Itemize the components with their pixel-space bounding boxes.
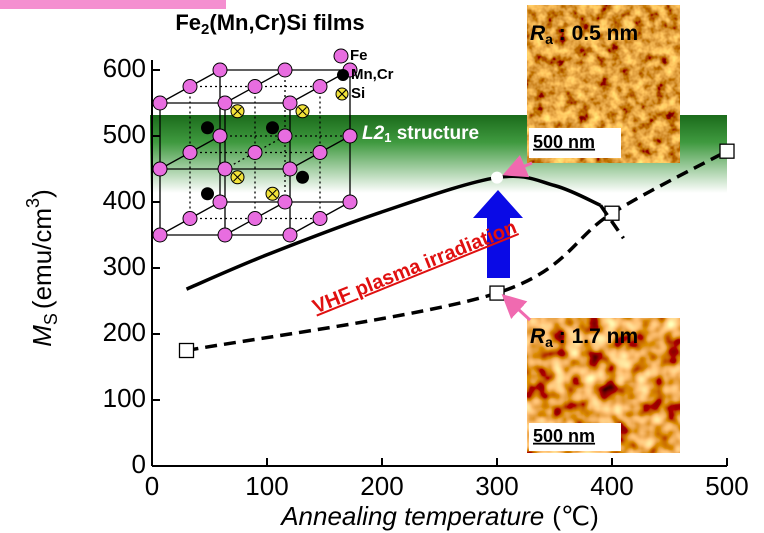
atom-fe (248, 80, 262, 94)
title-part: Fe (175, 10, 201, 35)
top-bar (0, 0, 226, 9)
atom-fe (218, 162, 232, 176)
atom-fe (313, 212, 327, 226)
atom-fe (343, 195, 357, 209)
y-tick-label: 400 (103, 185, 146, 215)
label-sub: S (41, 313, 61, 325)
atom-fe (213, 195, 227, 209)
x-tick-label: 200 (360, 471, 403, 501)
atom-fe (278, 195, 292, 209)
atom-mn (201, 187, 214, 200)
label-sup: 3 (23, 198, 43, 208)
structure-part: structure (391, 123, 479, 144)
label-part: ) (27, 189, 57, 198)
x-tick-label: 300 (475, 471, 518, 501)
pointer (506, 298, 530, 320)
x-axis-label: Annealing temperature (℃) (279, 501, 599, 531)
y-tick-label: 300 (103, 251, 146, 281)
x-tick-label: 100 (245, 471, 288, 501)
y-tick-label: 500 (103, 119, 146, 149)
structure-label: L21 structure (362, 123, 479, 145)
label-part: R (530, 325, 546, 348)
lattice (153, 63, 357, 242)
marker (180, 344, 194, 358)
title-part: (Mn,Cr)Si films (209, 10, 364, 35)
marker (491, 172, 503, 184)
legend-label: Si (351, 85, 365, 102)
title-sub: 2 (201, 21, 209, 38)
legend-label: Fe (350, 47, 368, 64)
y-tick-label: 100 (103, 383, 146, 413)
label-part: (emu/cm (27, 208, 57, 309)
structure-part: L2 (362, 123, 385, 144)
atom-fe (218, 228, 232, 242)
atom-mn (201, 121, 214, 134)
chart-title: Fe2(Mn,Cr)Si films (175, 10, 364, 38)
label-sub: a (545, 31, 553, 47)
marker (720, 144, 734, 158)
atom-fe (213, 129, 227, 143)
x-tick-label: 500 (705, 471, 748, 501)
atom-fe (153, 162, 167, 176)
y-axis-label: MS (emu/cm3) (23, 189, 61, 347)
atom-fe (343, 129, 357, 143)
atom-fe (313, 80, 327, 94)
legend-fe (334, 49, 348, 63)
label-part: : 0.5 nm (553, 22, 638, 45)
atom-fe (153, 228, 167, 242)
atom-fe (248, 212, 262, 226)
atom-mn (296, 171, 309, 184)
label-part: (℃) (552, 501, 599, 531)
x-tick-label: 400 (590, 471, 633, 501)
label-part: R (530, 22, 546, 45)
atom-mn (266, 121, 279, 134)
chart: 01002003004005006000100200300400500 Fe2(… (0, 0, 764, 533)
legend-label: Mn,Cr (351, 66, 394, 83)
atom-fe (183, 146, 197, 160)
scale-label: 500 nm (533, 132, 595, 152)
atom-fe (283, 228, 297, 242)
atom-fe (283, 162, 297, 176)
marker (490, 286, 504, 300)
y-tick-label: 600 (103, 53, 146, 83)
atom-fe (183, 80, 197, 94)
label-part: Annealing temperature (279, 501, 544, 531)
label-part: : 1.7 nm (553, 325, 638, 348)
atom-fe (213, 63, 227, 77)
atom-fe (153, 96, 167, 110)
scale-label: 500 nm (533, 426, 595, 446)
atom-fe (248, 146, 262, 160)
atom-fe (278, 129, 292, 143)
atom-fe (218, 96, 232, 110)
y-tick-label: 200 (103, 317, 146, 347)
x-tick-label: 0 (145, 471, 159, 501)
atom-fe (278, 63, 292, 77)
label-sub: a (545, 334, 553, 350)
legend-mn (337, 69, 349, 81)
atom-fe (183, 212, 197, 226)
structure-sub: 1 (384, 130, 391, 145)
atom-fe (283, 96, 297, 110)
atom-fe (313, 146, 327, 160)
label-part: M (27, 325, 57, 347)
